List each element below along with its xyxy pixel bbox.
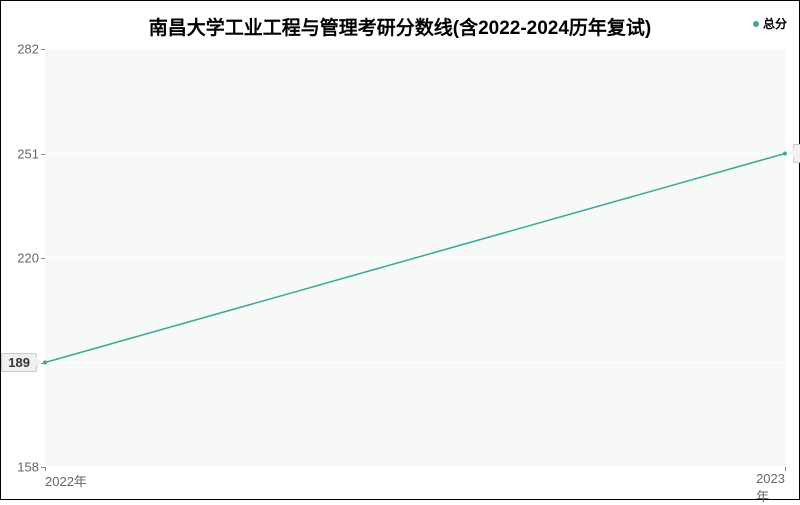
plot-area: 1581892202512822022年2023年189251 xyxy=(45,49,785,467)
chart-container: 南昌大学工业工程与管理考研分数线(含2022-2024历年复试) 总分 1581… xyxy=(0,0,800,500)
data-point-label: 251 xyxy=(793,145,800,163)
x-axis-tick-label: 2022年 xyxy=(45,467,87,490)
x-axis-tick-label: 2023年 xyxy=(756,467,785,505)
chart-title: 南昌大学工业工程与管理考研分数线(含2022-2024历年复试) xyxy=(1,13,799,40)
legend-label: 总分 xyxy=(763,15,787,32)
legend-marker xyxy=(753,21,759,27)
data-point-label: 189 xyxy=(1,354,37,372)
legend: 总分 xyxy=(753,15,787,32)
plot-svg xyxy=(45,49,785,467)
